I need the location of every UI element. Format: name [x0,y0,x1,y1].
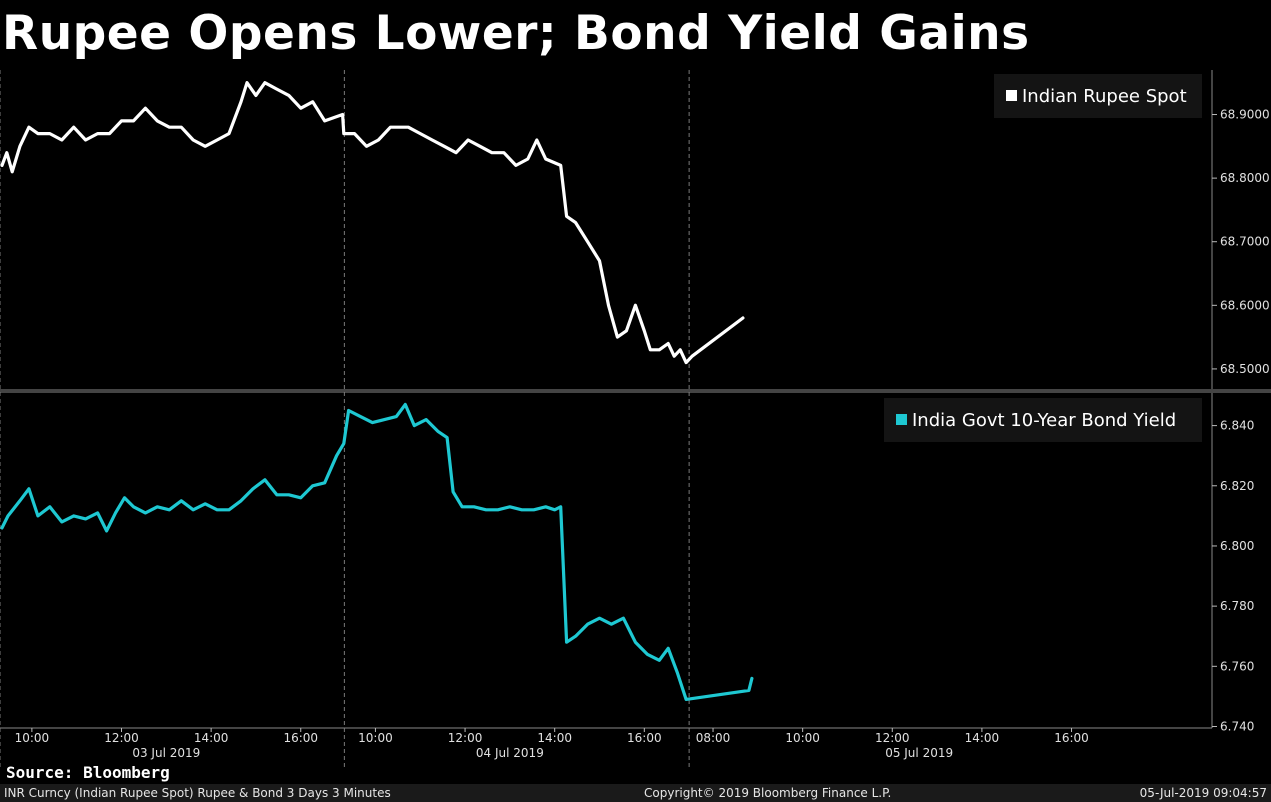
footer-bar: INR Curncy (Indian Rupee Spot) Rupee & B… [0,784,1271,802]
source-label: Source: Bloomberg [6,763,170,782]
chart-title: Rupee Opens Lower; Bond Yield Gains [2,6,1030,61]
x-day-label: 05 Jul 2019 [885,746,953,760]
legend-label: Indian Rupee Spot [1022,86,1187,107]
footer-timestamp: 05-Jul-2019 09:04:57 [1139,786,1267,800]
y-tick-label: 6.740 [1220,719,1254,733]
panel-divider [0,389,1271,393]
legend-swatch [1006,90,1017,101]
legend-swatch [896,414,907,425]
x-tick-label: 10:00 [785,731,820,745]
x-tick-label: 10:00 [15,731,50,745]
y-tick-label: 68.9000 [1220,108,1270,122]
rupee-series-line [0,81,745,365]
x-tick-label: 14:00 [537,731,572,745]
y-tick-label: 6.840 [1220,419,1254,433]
x-tick-label: 14:00 [965,731,1000,745]
y-tick-label: 68.6000 [1220,298,1270,312]
footer-security-label: INR Curncy (Indian Rupee Spot) Rupee & B… [4,786,391,800]
x-tick-label: 16:00 [627,731,662,745]
legend-box [994,74,1202,118]
chart-area: 10:00 12:00 14:00 16:00 10:00 12:00 14:00 16:00… [0,70,1271,768]
x-tick-label: 12:00 [875,731,910,745]
x-tick-label: 12:00 [104,731,139,745]
legend-box [884,398,1202,442]
x-tick-label: 16:00 [283,731,318,745]
y-tick-label: 68.8000 [1220,171,1270,185]
x-tick-label: 14:00 [194,731,229,745]
x-day-label: 03 Jul 2019 [132,746,200,760]
legend-label: India Govt 10-Year Bond Yield [912,410,1176,431]
y-tick-label: 6.780 [1220,599,1254,613]
y-tick-label: 68.5000 [1220,362,1270,376]
x-tick-label: 12:00 [448,731,483,745]
y-tick-label: 6.800 [1220,539,1254,553]
x-tick-label: 08:00 [696,731,731,745]
y-tick-label: 68.7000 [1220,235,1270,249]
footer-copyright: Copyright© 2019 Bloomberg Finance L.P. [644,786,892,800]
y-tick-label: 6.760 [1220,659,1254,673]
x-tick-label: 16:00 [1054,731,1089,745]
x-day-label: 04 Jul 2019 [476,746,544,760]
y-tick-label: 6.820 [1220,479,1254,493]
bond-series-line [0,402,754,702]
x-tick-label: 10:00 [358,731,393,745]
